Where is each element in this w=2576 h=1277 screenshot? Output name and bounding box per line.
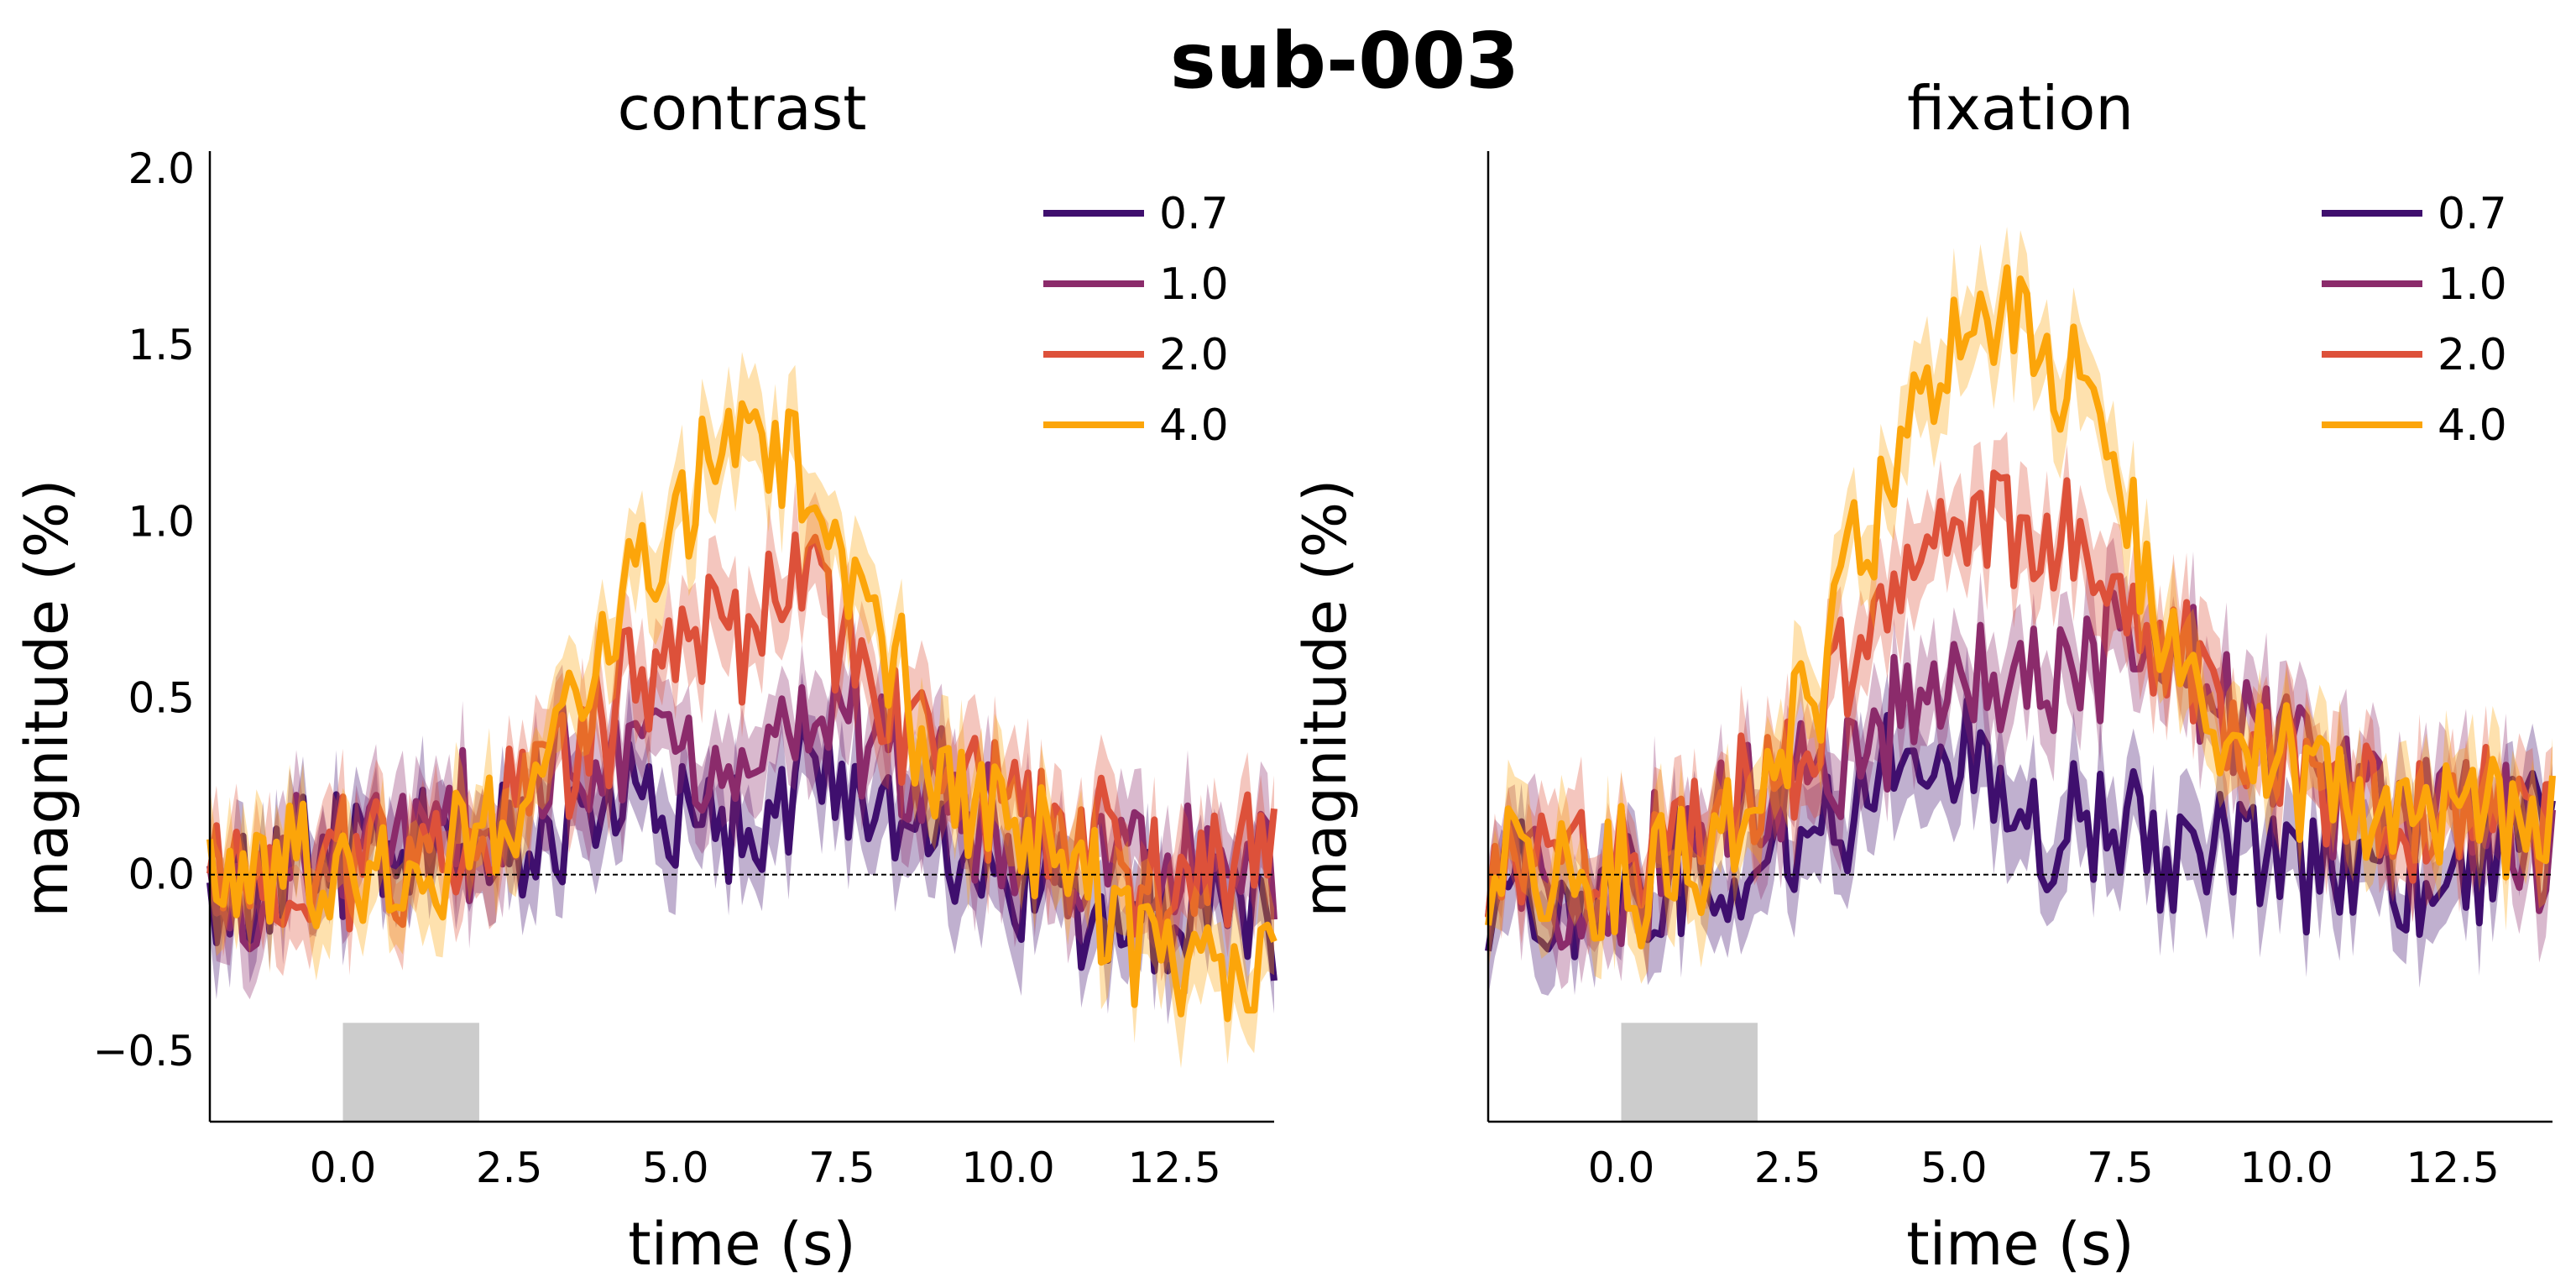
stimulus-block: [342, 1023, 479, 1122]
x-tick-label: 5.0: [642, 1144, 709, 1192]
legend-label: 4.0: [1159, 400, 1229, 451]
x-tick-label: 0.0: [1588, 1144, 1655, 1192]
x-tick-label: 7.5: [2087, 1144, 2154, 1192]
legend-label: 2.0: [2438, 330, 2507, 380]
x-tick-label: 5.0: [1920, 1144, 1988, 1192]
y-axis-label: magnitude (%): [13, 479, 81, 918]
stimulus-block: [1621, 1023, 1758, 1122]
series-line-0-7: [1485, 697, 2556, 960]
x-tick-label: 0.0: [310, 1144, 377, 1192]
legend-label: 0.7: [1159, 189, 1229, 239]
x-tick-label: 2.5: [476, 1144, 543, 1192]
panel-contrast: 0.0 2.5 5.0 7.5 10.0 12.5 −0.5 0.0 0.5 1.0 1.5 2.0 c…: [13, 73, 1278, 1277]
panel-fixation: 0.0 2.5 5.0 7.5 10.0 12.5 fixation time (s) magn…: [1291, 73, 2556, 1277]
panel-title: fixation: [1907, 73, 2134, 144]
y-tick-label: 0.0: [128, 850, 195, 899]
x-tick-label: 2.5: [1754, 1144, 1821, 1192]
legend-label: 0.7: [2438, 189, 2507, 239]
panel-title: contrast: [618, 73, 867, 144]
figure-title: sub-003: [1170, 16, 1519, 106]
x-axis-label: time (s): [1906, 1210, 2134, 1277]
y-tick-label: −0.5: [93, 1027, 195, 1076]
y-tick-label: 1.0: [128, 497, 195, 546]
x-tick-label: 10.0: [961, 1144, 1054, 1192]
y-axis-label: magnitude (%): [1291, 479, 1360, 918]
series-band-4-0: [1488, 227, 2552, 984]
x-axis-label: time (s): [628, 1210, 856, 1277]
y-tick-label: 2.0: [128, 144, 195, 193]
legend-label: 4.0: [2438, 400, 2507, 451]
series-line-4-0: [206, 400, 1278, 1023]
x-tick-label: 12.5: [1127, 1144, 1220, 1192]
x-tick-label: 12.5: [2406, 1144, 2499, 1192]
x-tick-label: 7.5: [808, 1144, 875, 1192]
y-tick-label: 1.5: [128, 321, 195, 369]
x-tick-label: 10.0: [2239, 1144, 2333, 1192]
legend-label: 2.0: [1159, 330, 1229, 380]
legend-label: 1.0: [2438, 259, 2507, 310]
legend-label: 1.0: [1159, 259, 1229, 310]
series-band-0-7: [1488, 647, 2552, 997]
y-tick-label: 0.5: [128, 674, 195, 723]
series-line-4-0: [1485, 264, 2556, 950]
